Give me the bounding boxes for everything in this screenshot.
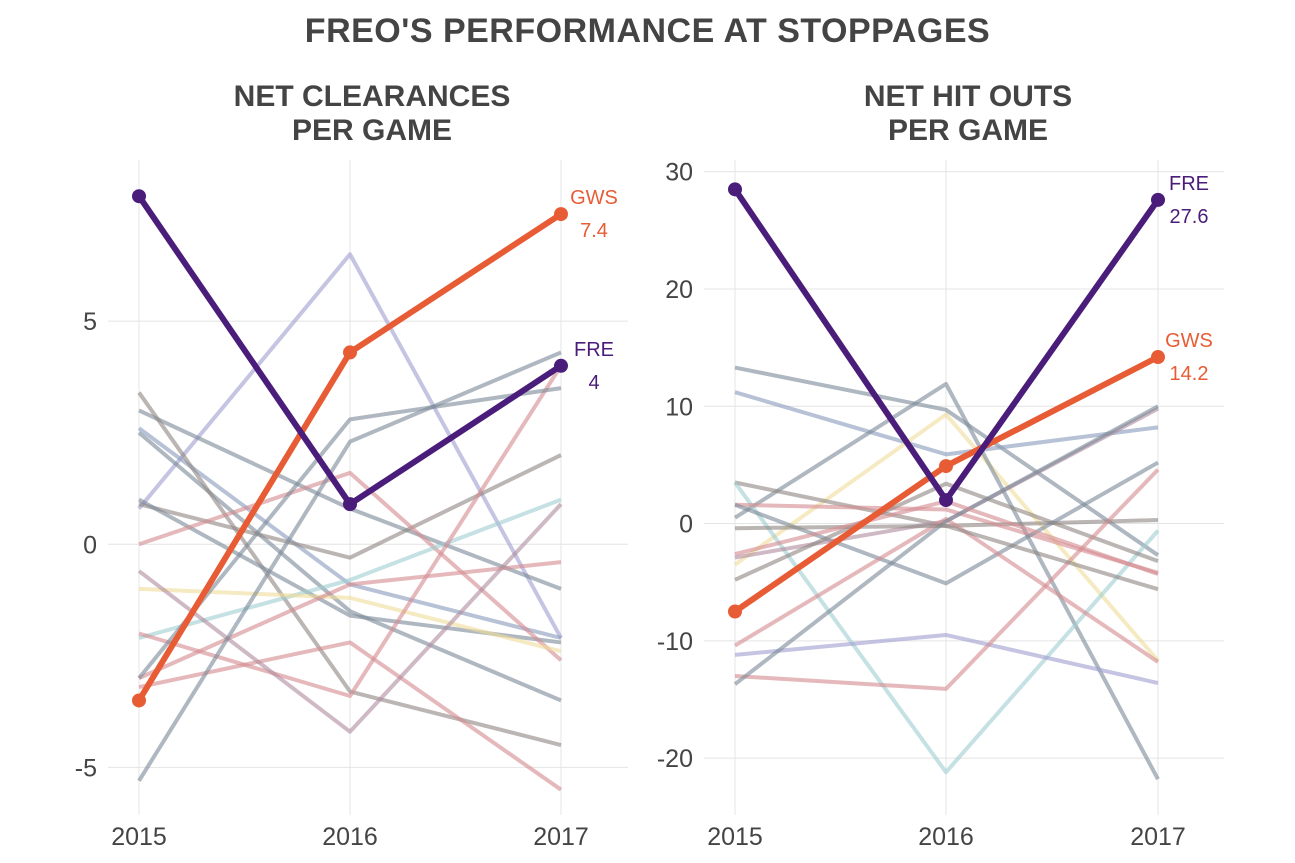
hitouts-fre-point-2016 — [939, 493, 953, 508]
clearances-team-line-11 — [138, 364, 563, 698]
hitouts-team-line-15 — [734, 523, 1159, 592]
clearances-team-line-5 — [137, 391, 562, 748]
hitouts-xtick-label: 2016 — [918, 823, 974, 851]
clearances-gws-end-value: 7.4 — [580, 220, 608, 242]
hitouts-team-line-12 — [734, 468, 1160, 691]
chart-title: FREO'S PERFORMANCE AT STOPPAGES — [304, 12, 991, 50]
clearances-team-line-8 — [138, 470, 563, 662]
hitouts-team-line-4 — [733, 381, 1160, 781]
hitouts-ytick-label: -20 — [657, 745, 693, 773]
hitouts-gws-end-value: 14.2 — [1170, 363, 1209, 385]
panel-title-clearances: NET CLEARANCES PER GAME — [233, 80, 511, 147]
hitouts-team-line-8 — [734, 460, 1159, 586]
clearances-team-line-1 — [137, 252, 563, 639]
clearances-team-line-14 — [137, 502, 563, 734]
hitouts-gws-point-2016 — [939, 459, 953, 474]
clearances-ytick-label: -5 — [75, 754, 97, 782]
clearances-team-line-15 — [137, 386, 562, 680]
hitouts-fre-point-2017 — [1151, 192, 1165, 207]
clearances-gws-point-2015 — [132, 693, 146, 708]
clearances-fre-point-2017 — [554, 358, 568, 373]
hitouts-fre-point-2015 — [728, 182, 742, 197]
panel-title-hitouts: NET HIT OUTS PER GAME — [863, 80, 1073, 147]
hitouts-ytick-label: -10 — [657, 628, 693, 656]
clearances-xtick-label: 2017 — [533, 823, 589, 851]
clearances-fre-end-label: FRE — [574, 339, 614, 361]
hitouts-team-line-11 — [734, 632, 1159, 685]
clearances-team-line-16 — [137, 350, 562, 782]
hitouts-xtick-label: 2017 — [1130, 823, 1186, 851]
clearances-ytick-label: 5 — [83, 308, 97, 336]
hitouts-team-line-14 — [733, 404, 1159, 686]
hitouts-ytick-label: 30 — [665, 159, 693, 187]
hitouts-team-line-6 — [733, 481, 1160, 775]
hitouts-xtick-label: 2015 — [707, 823, 763, 851]
hitouts-team-line-10 — [734, 481, 1159, 582]
clearances-team-line-9 — [138, 497, 562, 640]
clearances-ytick-label: 0 — [83, 531, 97, 559]
clearances-xtick-label: 2016 — [322, 823, 378, 851]
clearances-fre-point-2016 — [343, 497, 357, 512]
clearances-fre-point-2015 — [132, 189, 146, 204]
hitouts-ytick-label: 0 — [679, 511, 693, 539]
clearances-gws-end-label: GWS — [570, 187, 618, 209]
hitouts-team-line-13 — [733, 516, 1160, 664]
hitouts-ytick-label: 10 — [665, 393, 693, 421]
clearances-gws-point-2017 — [554, 207, 568, 222]
hitouts-fre-end-value: 27.6 — [1170, 206, 1209, 228]
hitouts-fre-end-label: FRE — [1169, 173, 1209, 195]
hitouts-team-line-2 — [734, 390, 1159, 457]
clearances-xtick-label: 2015 — [111, 823, 167, 851]
clearances-team-line-12 — [138, 560, 562, 680]
clearances-gws-point-2016 — [343, 345, 357, 360]
hitouts-team-line-1 — [734, 365, 1160, 557]
clearances-team-line-13 — [138, 640, 563, 792]
clearances-fre-end-value: 4 — [588, 372, 599, 394]
hitouts-team-line-3 — [733, 412, 1160, 663]
hitouts-ytick-label: 20 — [665, 276, 693, 304]
hitouts-gws-point-2017 — [1151, 350, 1165, 365]
hitouts-gws-point-2015 — [728, 604, 742, 619]
hitouts-gws-end-label: GWS — [1165, 330, 1213, 352]
